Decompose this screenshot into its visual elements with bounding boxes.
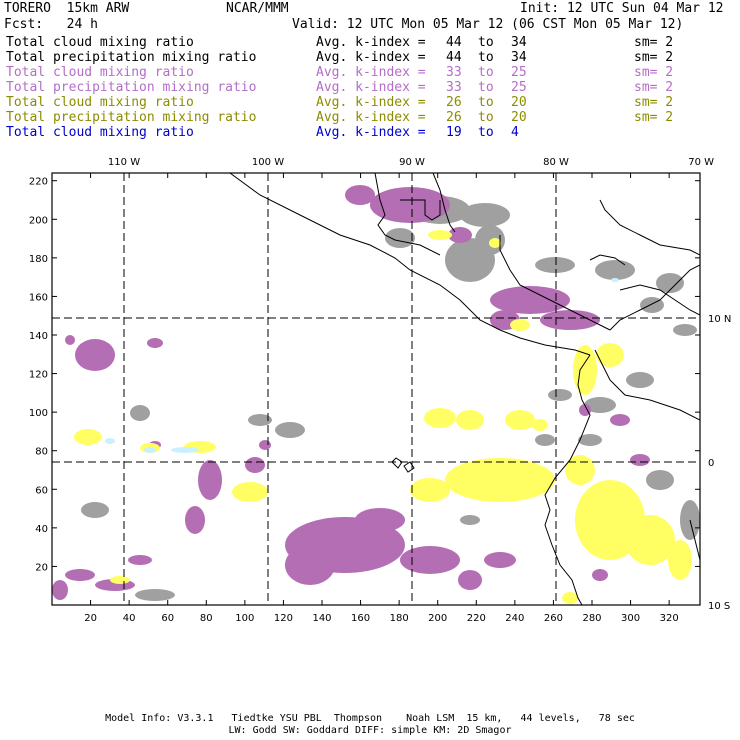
y-tick-label: 80: [35, 447, 48, 458]
y-tick-label: 220: [29, 177, 48, 188]
x-tick-label: 120: [274, 613, 293, 624]
legend-lo: 20: [511, 110, 527, 125]
legend-sm: sm= 2: [634, 80, 674, 95]
x-tick-label: 60: [161, 613, 174, 624]
y-tick-label: 20: [35, 562, 48, 573]
x-tick-label: 260: [544, 613, 563, 624]
x-tick-label: 320: [660, 613, 679, 624]
x-tick-label: 80: [200, 613, 213, 624]
model-info-line2: LW: Godd SW: Goddard DIFF: simple KM: 2D…: [228, 725, 512, 736]
legend-field: Total precipitation mixing ratio: [6, 50, 257, 65]
latitude-label: 10 N: [708, 314, 731, 325]
map-frame: [51, 172, 701, 606]
latitude-label: 10 S: [708, 601, 730, 612]
legend-to: to: [478, 80, 494, 95]
legend-lo: 25: [511, 80, 527, 95]
cloud-fields: [52, 173, 700, 605]
legend-to: to: [478, 95, 494, 110]
y-tick-label: 160: [29, 292, 48, 303]
y-tick-label: 60: [35, 485, 48, 496]
y-tick-label: 120: [29, 370, 48, 381]
x-tick-label: 40: [123, 613, 136, 624]
model-info-line1: Model Info: V3.3.1 Tiedtke YSU PBL Thomp…: [105, 713, 635, 724]
model-title: TORERO 15km ARW: [4, 1, 130, 16]
legend-hi: 33: [446, 65, 462, 80]
legend-to: to: [478, 125, 494, 140]
x-tick-label: 220: [467, 613, 486, 624]
init-time: Init: 12 UTC Sun 04 Mar 12: [520, 1, 724, 16]
legend-field: Total precipitation mixing ratio: [6, 110, 257, 125]
legend-sm: sm= 2: [634, 65, 674, 80]
legend-to: to: [478, 35, 494, 50]
legend-lo: 34: [511, 50, 527, 65]
legend-hi: 26: [446, 110, 462, 125]
legend-sm: sm= 2: [634, 35, 674, 50]
legend-stat: Avg. k-index =: [316, 110, 434, 125]
x-tick-label: 300: [621, 613, 640, 624]
legend-field: Total cloud mixing ratio: [6, 65, 194, 80]
legend-sm: sm= 2: [634, 50, 674, 65]
y-tick-label: 200: [29, 215, 48, 226]
legend-stat: Avg. k-index =: [316, 125, 434, 140]
y-tick-label: 180: [29, 254, 48, 265]
legend-lo: 25: [511, 65, 527, 80]
longitude-label: 90 W: [399, 157, 425, 168]
legend-stat: Avg. k-index =: [316, 35, 434, 50]
legend-sm: sm= 2: [634, 95, 674, 110]
longitude-label: 80 W: [543, 157, 569, 168]
legend-hi: 44: [446, 50, 462, 65]
y-tick-label: 100: [29, 408, 48, 419]
longitude-label: 100 W: [252, 157, 284, 168]
legend-stat: Avg. k-index =: [316, 65, 434, 80]
legend-sm: sm= 2: [634, 110, 674, 125]
x-tick-label: 180: [390, 613, 409, 624]
legend-field: Total cloud mixing ratio: [6, 95, 194, 110]
legend-lo: 20: [511, 95, 527, 110]
x-tick-label: 100: [235, 613, 254, 624]
legend-lo: 4: [511, 125, 519, 140]
longitude-label: 110 W: [108, 157, 140, 168]
x-tick-label: 280: [582, 613, 601, 624]
legend-hi: 19: [446, 125, 462, 140]
x-tick-label: 160: [351, 613, 370, 624]
latitude-label: 0: [708, 458, 714, 469]
legend-lo: 34: [511, 35, 527, 50]
legend-hi: 33: [446, 80, 462, 95]
legend-to: to: [478, 65, 494, 80]
legend-to: to: [478, 50, 494, 65]
legend-stat: Avg. k-index =: [316, 95, 434, 110]
x-tick-label: 140: [312, 613, 331, 624]
x-tick-label: 240: [505, 613, 524, 624]
legend-field: Total precipitation mixing ratio: [6, 80, 257, 95]
longitude-label: 70 W: [688, 157, 714, 168]
legend-stat: Avg. k-index =: [316, 80, 434, 95]
forecast-hour: Fcst: 24 h: [4, 17, 98, 32]
y-tick-label: 40: [35, 524, 48, 535]
grid-ticks: 20 40 60 80 100 120 140 160 180 200 220 240 260 280 30…: [29, 157, 731, 624]
x-tick-label: 200: [428, 613, 447, 624]
valid-time: Valid: 12 UTC Mon 05 Mar 12 (06 CST Mon …: [292, 17, 684, 32]
center-label: NCAR/MMM: [226, 1, 289, 16]
legend-stat: Avg. k-index =: [316, 50, 434, 65]
y-tick-label: 140: [29, 331, 48, 342]
legend-hi: 44: [446, 35, 462, 50]
legend-field: Total cloud mixing ratio: [6, 125, 194, 140]
legend-hi: 26: [446, 95, 462, 110]
x-tick-label: 20: [84, 613, 97, 624]
legend-field: Total cloud mixing ratio: [6, 35, 194, 50]
graticule: [52, 173, 700, 605]
legend-to: to: [478, 110, 494, 125]
